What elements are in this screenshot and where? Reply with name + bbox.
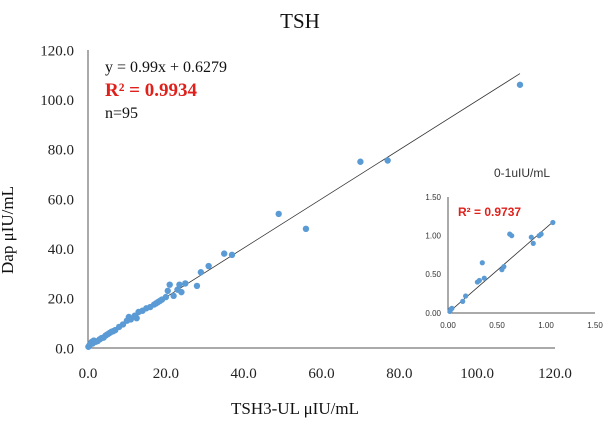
inset-y-tick-label: 1.50	[425, 193, 441, 202]
inset-y-tick-label: 0.00	[425, 309, 441, 318]
inset-data-point	[481, 275, 487, 281]
inset-x-tick-label: 1.50	[587, 321, 603, 330]
chart-title: TSH	[280, 9, 320, 33]
inset-x-tick-label: 0.50	[489, 321, 505, 330]
main-x-tick-label: 0.0	[79, 366, 98, 382]
inset-data-point	[476, 277, 482, 284]
main-data-point	[228, 251, 236, 259]
main-data-point	[176, 281, 183, 288]
x-axis-label: TSH3-UL μIU/mL	[231, 399, 359, 418]
inset-data-point	[501, 264, 507, 270]
main-data-point	[384, 157, 391, 164]
inset-data-point	[530, 240, 536, 246]
r-squared-label: R² = 0.9934	[105, 80, 197, 101]
main-y-tick-label: 80.0	[48, 143, 74, 159]
main-data-point	[221, 250, 228, 257]
main-data-point	[205, 262, 212, 270]
inset-data-point	[528, 234, 534, 240]
main-data-point	[275, 210, 282, 218]
inset-data-points	[447, 219, 556, 315]
inset-y-tick-label: 1.00	[425, 231, 441, 240]
inset-data-point	[449, 305, 455, 311]
inset-x-tick-label: 0.00	[440, 321, 456, 330]
main-x-tick-label: 80.0	[386, 366, 412, 382]
inset-x-tick-label: 1.00	[538, 321, 554, 330]
inset-y-tick-label: 0.50	[425, 270, 441, 279]
main-y-tick-label: 0.0	[55, 341, 74, 357]
y-axis-label: Dap μIU/mL	[0, 186, 17, 274]
main-y-tick-label: 100.0	[40, 93, 74, 109]
main-x-tick-label: 60.0	[308, 366, 334, 382]
main-x-tick-labels: 0.0 20.0 40.0 60.0 80.0 100.0 120.0	[79, 366, 572, 382]
main-data-point	[516, 81, 524, 88]
main-data-point	[178, 288, 185, 296]
main-y-tick-label: 60.0	[48, 192, 74, 208]
main-data-point	[166, 281, 173, 288]
main-data-point	[162, 293, 170, 301]
main-data-points	[85, 81, 524, 350]
main-data-point	[170, 292, 177, 300]
main-data-point	[357, 158, 364, 165]
inset-data-point	[479, 260, 485, 266]
main-data-point	[133, 315, 140, 322]
inset-data-point	[550, 219, 556, 226]
main-y-tick-labels: 0.0 20.0 40.0 60.0 80.0 100.0 120.0	[40, 43, 74, 357]
main-y-tick-label: 20.0	[48, 292, 74, 308]
main-y-tick-label: 40.0	[48, 242, 74, 258]
main-x-tick-label: 100.0	[460, 366, 494, 382]
main-data-point	[182, 280, 189, 287]
main-x-tick-label: 20.0	[153, 366, 179, 382]
main-data-point	[164, 287, 171, 295]
inset-chart: 0-1uIU/mL 0.00 0.50 1.00 1.50 0.00 0.50 1.00 1…	[425, 166, 603, 330]
inset-data-point	[460, 298, 466, 304]
inset-data-point	[463, 293, 469, 299]
inset-r-squared-label: R² = 0.9737	[458, 205, 521, 219]
main-x-tick-label: 40.0	[231, 366, 257, 382]
inset-title: 0-1uIU/mL	[494, 166, 550, 180]
inset-data-point	[509, 233, 515, 239]
main-y-tick-label: 120.0	[40, 43, 74, 59]
main-data-point	[197, 269, 205, 276]
main-data-point	[302, 225, 310, 232]
inset-y-tick-labels: 0.00 0.50 1.00 1.50	[425, 193, 441, 318]
regression-equation: y = 0.99x + 0.6279	[105, 59, 227, 76]
sample-count: n=95	[105, 105, 138, 122]
main-x-tick-label: 120.0	[538, 366, 572, 382]
main-data-point	[193, 282, 201, 290]
inset-data-point	[538, 231, 544, 237]
inset-x-tick-labels: 0.00 0.50 1.00 1.50	[440, 321, 603, 330]
